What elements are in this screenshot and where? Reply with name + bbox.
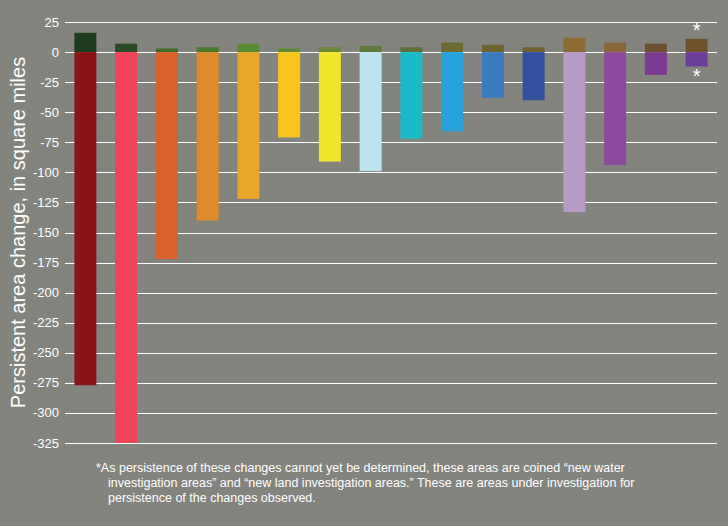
grid-line	[65, 383, 717, 384]
bar	[115, 52, 137, 443]
y-tick-labels: 25 0 -25 -50 -75 -100 -125 -150 -175 -200 -225 -250…	[33, 15, 59, 451]
y-tick-label: 0	[52, 45, 59, 60]
bar	[563, 52, 585, 212]
bar	[237, 44, 259, 52]
y-tick-label: -275	[33, 375, 59, 390]
bar	[645, 52, 667, 75]
bar	[604, 42, 626, 52]
y-tick-label: -325	[33, 436, 59, 451]
chart: 25 0 -25 -50 -75 -100 -125 -150 -175 -200 -225 -250…	[0, 0, 728, 526]
bar	[360, 52, 382, 171]
bar	[278, 52, 300, 137]
y-tick-label: 25	[45, 15, 59, 30]
bar	[360, 46, 382, 52]
y-tick-label: -225	[33, 315, 59, 330]
bar	[197, 52, 219, 220]
y-tick-label: -300	[33, 405, 59, 420]
y-tick-label: -125	[33, 195, 59, 210]
y-tick-label: -150	[33, 225, 59, 240]
bar	[278, 48, 300, 52]
bar	[523, 47, 545, 52]
grid-line	[65, 353, 717, 354]
bar	[563, 38, 585, 52]
footnote: *As persistence of these changes cannot …	[96, 461, 683, 506]
grid-line	[65, 22, 717, 23]
bar	[400, 47, 422, 52]
y-tick-label: -175	[33, 255, 59, 270]
grid-line	[65, 263, 717, 264]
bar	[645, 44, 667, 52]
footnote-text: *As persistence of these changes cannot …	[108, 461, 683, 506]
asterisk: *	[693, 65, 701, 87]
grid	[65, 23, 717, 444]
bar	[74, 52, 96, 385]
grid-line	[65, 293, 717, 294]
bar	[319, 52, 341, 161]
bar	[74, 33, 96, 52]
bar	[319, 47, 341, 52]
y-axis-label: Persistent area change, in square miles	[7, 57, 29, 408]
y-tick-label: -200	[33, 285, 59, 300]
bar	[523, 52, 545, 100]
grid-line	[65, 323, 717, 324]
bar	[156, 48, 178, 52]
asterisk: *	[693, 19, 701, 41]
bar	[115, 44, 137, 52]
bar	[237, 52, 259, 199]
bar	[604, 52, 626, 165]
grid-line	[65, 413, 717, 414]
bar	[482, 45, 504, 52]
bar	[482, 52, 504, 98]
y-tick-label: -75	[40, 135, 59, 150]
y-tick-label: -25	[40, 75, 59, 90]
y-tick-label: -50	[40, 105, 59, 120]
bars	[74, 33, 707, 443]
bar	[197, 47, 219, 52]
bar	[156, 52, 178, 259]
bar	[441, 52, 463, 131]
bar	[441, 42, 463, 52]
bar	[400, 52, 422, 139]
y-tick-label: -100	[33, 165, 59, 180]
y-tick-label: -250	[33, 345, 59, 360]
grid-line	[65, 443, 717, 444]
